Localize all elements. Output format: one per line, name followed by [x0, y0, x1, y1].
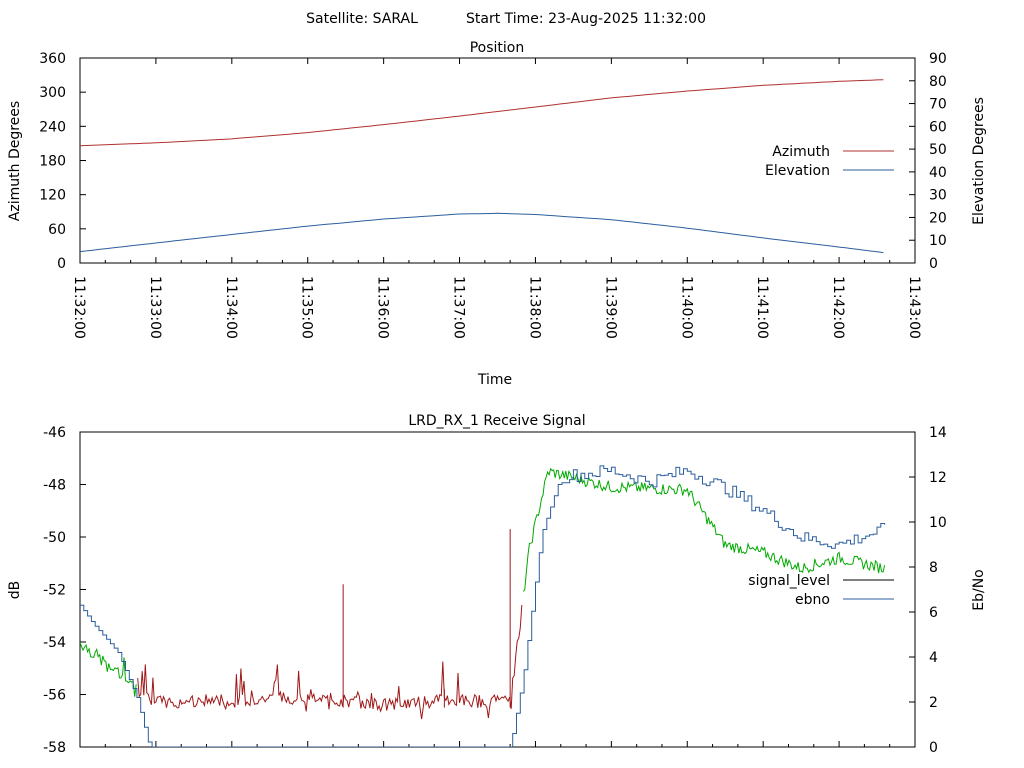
signal-chart: LRD_RX_1 Receive Signal -58 -56 -54 -52 -50 -… — [7, 413, 987, 756]
position-chart-title: Position — [470, 40, 525, 56]
position-xlabel: Time — [477, 372, 512, 388]
position-y-tick-label: 120 — [39, 188, 66, 204]
signal-y2-tick-label: 6 — [929, 605, 938, 621]
signal-y-tick-label: -46 — [43, 425, 66, 441]
position-x-tick-label: 11:40:00 — [678, 276, 694, 339]
signal-y2-tick-label: 14 — [929, 425, 947, 441]
signal-chart-title: LRD_RX_1 Receive Signal — [408, 413, 585, 429]
position-y2-tick-label: 20 — [929, 210, 947, 226]
position-ylabel: Azimuth Degrees — [7, 101, 23, 221]
signal-y2-tick-label: 8 — [929, 560, 938, 576]
position-legend: Azimuth Elevation — [765, 144, 894, 179]
signal-y2-tick-label: 4 — [929, 650, 938, 666]
elevation-series-line — [79, 212, 884, 254]
legend-elevation-label: Elevation — [765, 163, 830, 179]
position-y-tick-label: 180 — [39, 154, 66, 170]
signal-y2-tick-label: 0 — [929, 740, 938, 756]
legend-azimuth-label: Azimuth — [772, 144, 830, 160]
position-y2-tick-label: 0 — [929, 256, 938, 272]
signal-y2-tick-label: 10 — [929, 515, 947, 531]
signal-ylabel: dB — [7, 581, 23, 600]
position-y-tick-label: 240 — [39, 119, 66, 135]
signal-y2-tick-label: 2 — [929, 695, 938, 711]
position-y2-tick-label: 40 — [929, 165, 947, 181]
position-y2-tick-label: 80 — [929, 74, 947, 90]
start-time-label: Start Time: 23-Aug-2025 11:32:00 — [466, 11, 706, 27]
position-y2-tick-label: 90 — [929, 51, 947, 67]
signal-y-tick-label: -56 — [43, 688, 66, 704]
position-x-tick-label: 11:34:00 — [223, 276, 239, 339]
position-chart: Position 0 60 120 180 240 300 360 0 10 20 30 40 50 60… — [7, 40, 987, 388]
position-x-tick-label: 11:36:00 — [375, 276, 391, 339]
legend-ebno-label: ebno — [795, 592, 830, 608]
position-y2-tick-label: 70 — [929, 97, 947, 113]
position-x-tick-label: 11:38:00 — [526, 276, 542, 339]
signal-y-tick-label: -52 — [43, 583, 66, 599]
position-y2-tick-label: 50 — [929, 142, 947, 158]
signal-y-tick-label: -48 — [43, 478, 66, 494]
signal-level-start-line — [80, 641, 137, 697]
position-x-tick-label: 11:42:00 — [830, 276, 846, 339]
azimuth-series-line — [79, 79, 884, 147]
position-plot-frame — [79, 57, 916, 264]
satellite-label: Satellite: SARAL — [306, 11, 418, 27]
position-x-tick-label: 11:32:00 — [71, 276, 87, 339]
position-x-tick-label: 11:37:00 — [451, 276, 467, 339]
ebno-series-line — [80, 465, 886, 747]
signal-legend: signal_level ebno — [748, 573, 894, 608]
position-y2-tick-label: 30 — [929, 188, 947, 204]
signal-level-locked-line — [522, 467, 886, 592]
position-y2label: Elevation Degrees — [971, 97, 987, 225]
position-y-tick-label: 60 — [48, 222, 66, 238]
position-y-tick-label: 0 — [57, 256, 66, 272]
position-y-tick-label: 300 — [39, 85, 66, 101]
position-y2-tick-label: 10 — [929, 233, 947, 249]
position-y2-tick-label: 60 — [929, 119, 947, 135]
legend-signal-level-label: signal_level — [748, 573, 830, 589]
position-x-tick-label: 11:39:00 — [602, 276, 618, 339]
signal-y2label: Eb/No — [971, 569, 987, 611]
signal-y-tick-label: -58 — [43, 740, 66, 756]
signal-y2-tick-label: 12 — [929, 470, 947, 486]
position-x-tick-label: 11:41:00 — [754, 276, 770, 339]
position-y-tick-label: 360 — [39, 51, 66, 67]
signal-y-tick-label: -54 — [43, 635, 66, 651]
signal-level-noise-line — [137, 604, 523, 720]
signal-y-tick-label: -50 — [43, 530, 66, 546]
position-x-tick-label: 11:43:00 — [906, 276, 922, 339]
position-x-tick-label: 11:33:00 — [147, 276, 163, 339]
position-x-tick-label: 11:35:00 — [299, 276, 315, 339]
